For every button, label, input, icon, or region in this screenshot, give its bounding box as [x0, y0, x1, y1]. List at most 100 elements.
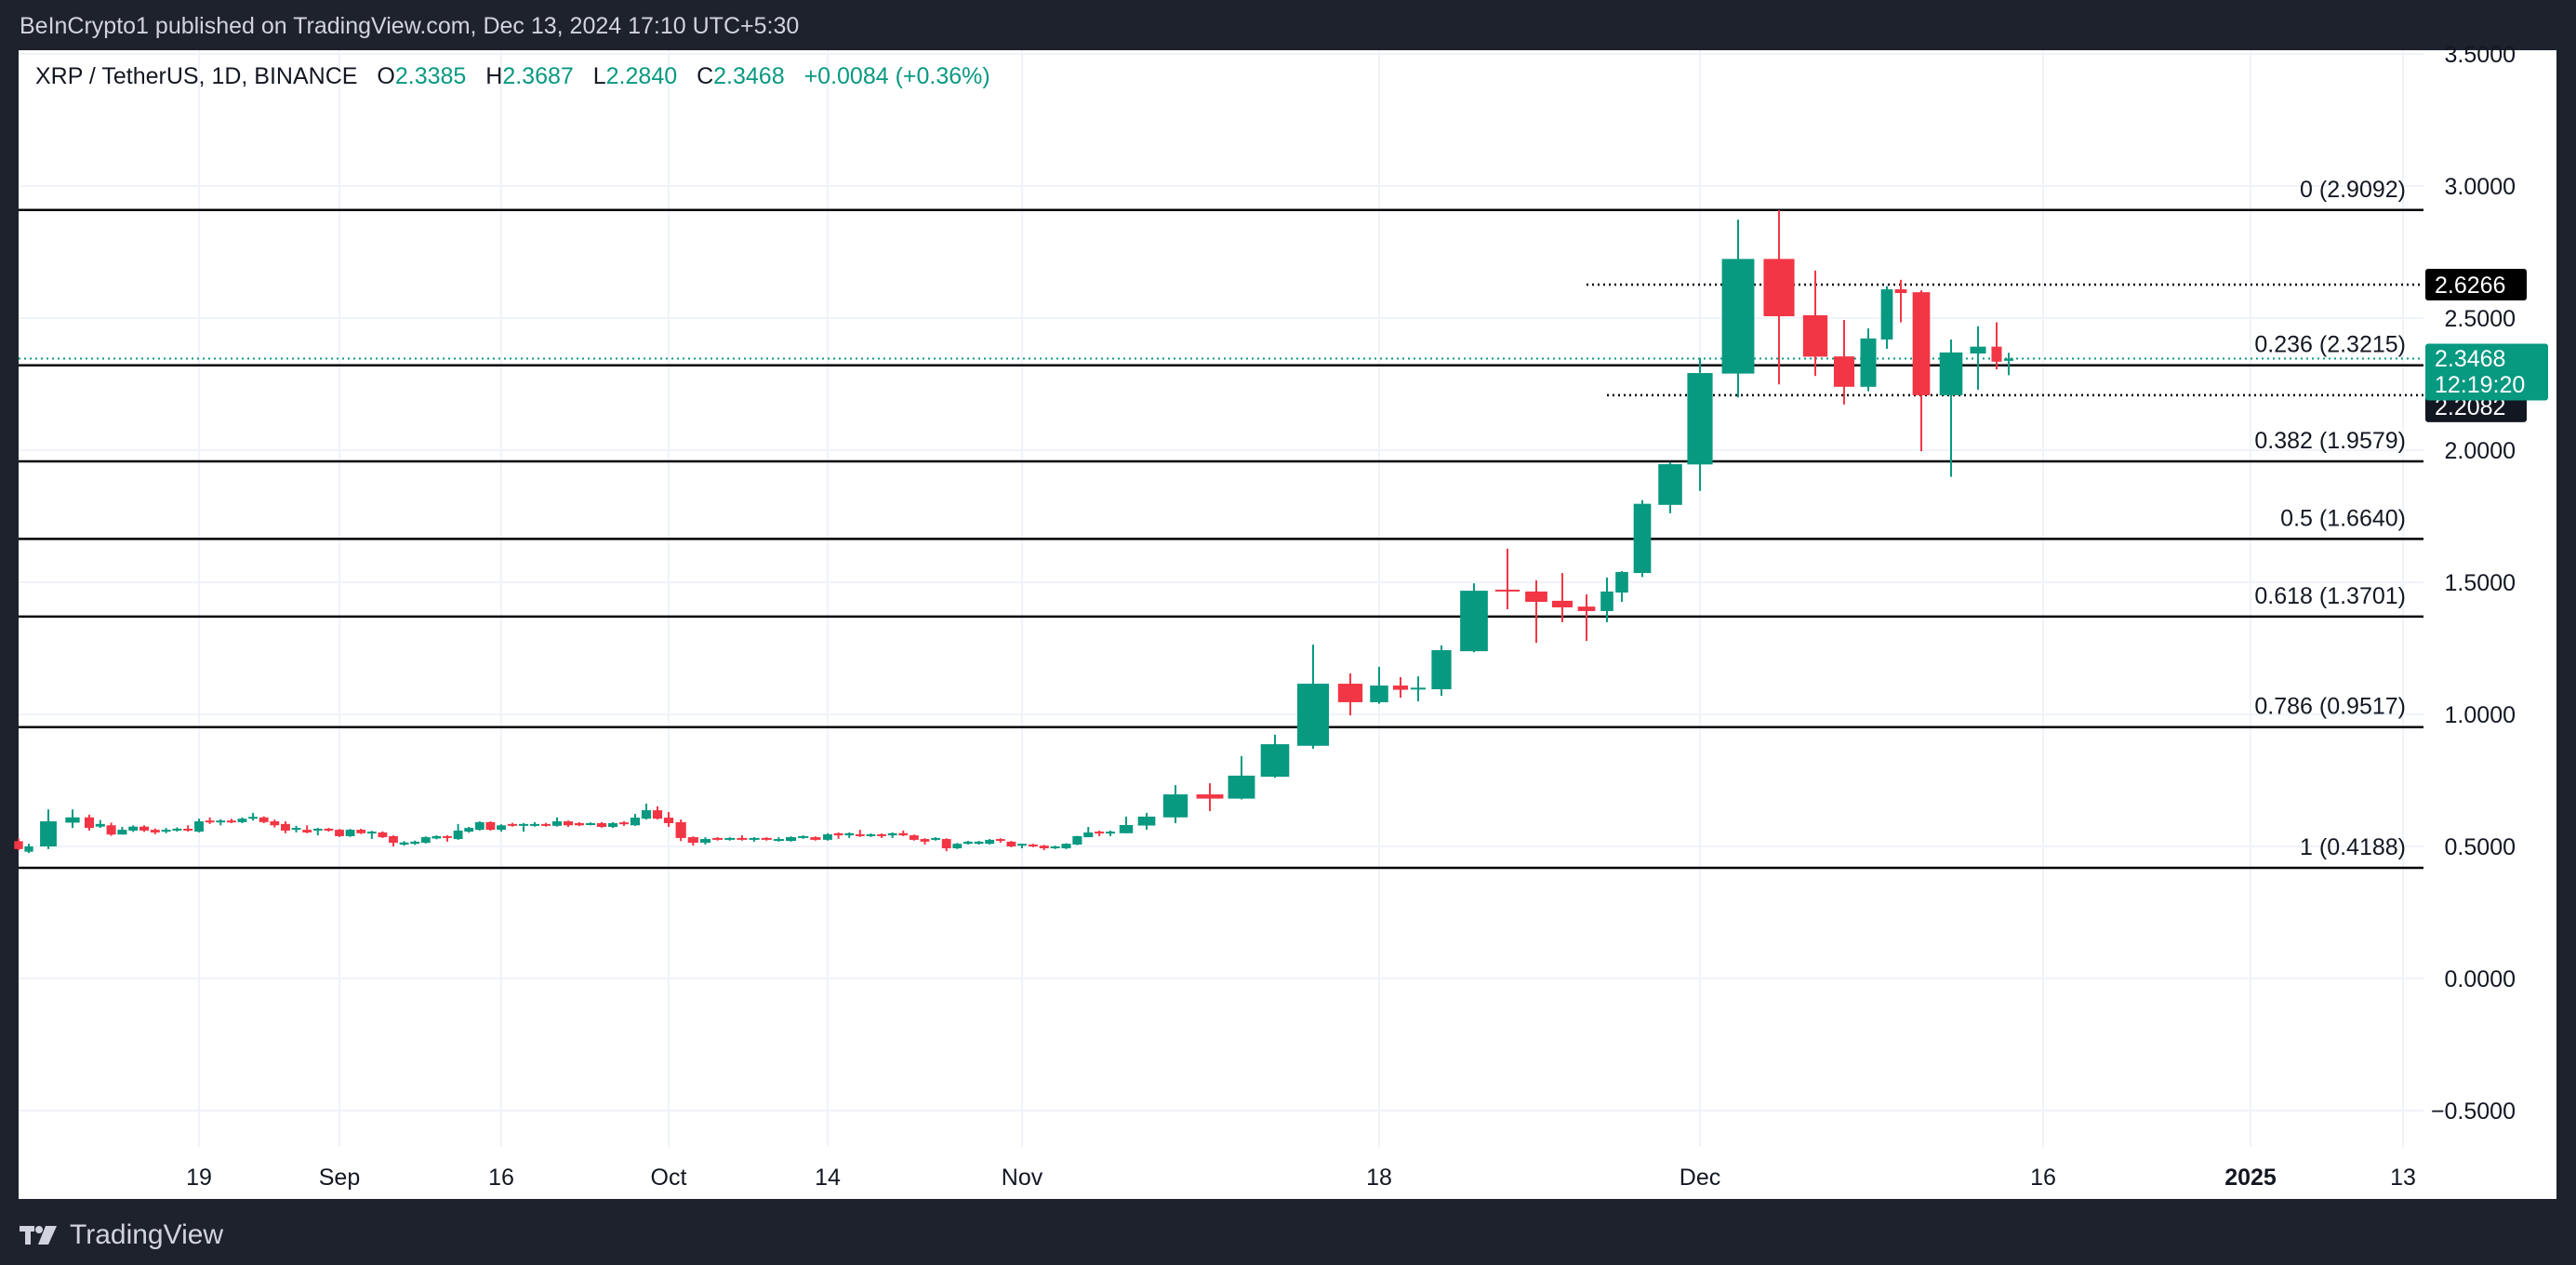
candle-body — [1119, 824, 1134, 833]
candle-body — [432, 835, 442, 839]
candle — [1431, 645, 1452, 697]
candle — [1337, 672, 1363, 716]
tradingview-logo[interactable]: TradingView — [20, 1219, 223, 1251]
candle — [810, 836, 821, 841]
price-tick-label: 2.5000 — [2445, 306, 2516, 332]
candle — [117, 826, 127, 835]
candle-body — [1460, 591, 1488, 652]
candle-body — [887, 832, 897, 836]
price-tick-label: 3.5000 — [2445, 42, 2516, 68]
candle-body — [963, 841, 973, 845]
candle — [1119, 816, 1134, 833]
candle-body — [139, 826, 150, 831]
fib-level-label: 0.786 (0.9517) — [2254, 694, 2406, 720]
candle-body — [95, 823, 105, 827]
candle — [1297, 645, 1329, 749]
candle-body — [237, 819, 247, 822]
candle — [920, 838, 930, 846]
candle — [1105, 830, 1116, 836]
candle-body — [1370, 686, 1388, 702]
price-tick-label: −0.5000 — [2431, 1099, 2516, 1125]
candle-body — [1970, 346, 1986, 354]
open-label: O — [377, 63, 395, 89]
candle-body — [1525, 591, 1547, 603]
candle — [194, 819, 204, 832]
symbol-name[interactable]: XRP / TetherUS, 1D, BINANCE — [35, 63, 358, 89]
time-tick-label: Oct — [651, 1165, 687, 1191]
candle — [652, 806, 663, 820]
candle-body — [607, 823, 618, 827]
time-tick-label: Sep — [319, 1165, 360, 1191]
candle — [1196, 783, 1224, 811]
time-axis[interactable]: 19 Sep 16 Oct 14 Nov 18 Dec 16 2025 13 — [186, 1165, 2416, 1191]
candle — [574, 821, 585, 827]
candle-body — [410, 841, 420, 845]
fib-level-label: 0.382 (1.9579) — [2254, 428, 2406, 454]
candle-body — [24, 846, 33, 852]
candle — [1912, 290, 1931, 452]
candle-body — [941, 839, 951, 848]
price-tick-label: 1.0000 — [2445, 702, 2516, 728]
candle — [1970, 326, 1986, 390]
time-tick-label: 16 — [2030, 1165, 2056, 1191]
candle — [529, 821, 540, 827]
candle-body — [291, 828, 301, 831]
candle-body — [2003, 358, 2014, 361]
candle-body — [1431, 649, 1452, 690]
candle-body — [1137, 816, 1156, 826]
candle — [877, 833, 886, 838]
candle — [1721, 220, 1755, 398]
candle — [1687, 357, 1713, 491]
candle-body — [810, 837, 821, 840]
candle — [518, 823, 529, 832]
bar-countdown-text: 12:19:20 — [2435, 372, 2525, 398]
candle — [237, 817, 247, 824]
candle-body — [270, 821, 280, 826]
candle — [324, 828, 334, 832]
candle-body — [497, 825, 506, 831]
candle-body — [194, 821, 204, 832]
tradingview-logo-icon — [20, 1226, 57, 1245]
candle-body — [952, 844, 963, 848]
candle — [585, 822, 596, 826]
candle — [866, 833, 876, 837]
candle-body — [974, 841, 984, 845]
candle-body — [724, 837, 736, 840]
candle-body — [1039, 846, 1049, 848]
candle — [216, 819, 226, 826]
candle — [551, 817, 563, 827]
candle — [974, 841, 984, 846]
candle — [749, 837, 760, 842]
candle-body — [14, 841, 23, 849]
candle — [1061, 843, 1071, 849]
candle-body — [335, 830, 344, 836]
candle-body — [1196, 794, 1224, 799]
candle — [1939, 340, 1963, 477]
candle-body — [345, 830, 355, 836]
candle-body — [1658, 464, 1682, 505]
candle-body — [785, 837, 797, 842]
candle-body — [855, 833, 865, 836]
candle — [432, 835, 442, 840]
candle — [712, 837, 724, 841]
fib-retracement[interactable]: 0 (2.9092) 0.236 (2.3215) 0.382 (1.9579) 0.… — [19, 177, 2423, 870]
candle — [607, 821, 618, 829]
candle — [95, 819, 105, 829]
candle — [150, 828, 160, 834]
candle-body — [1991, 346, 2002, 362]
candle — [40, 809, 57, 849]
candle-body — [1860, 338, 1877, 387]
candle-body — [366, 832, 377, 834]
candle-body — [630, 818, 641, 826]
candle-series — [14, 209, 2014, 854]
candle — [1083, 826, 1094, 838]
chart-pane[interactable] — [19, 50, 2556, 1199]
candle-body — [1939, 352, 1963, 395]
candle-body — [183, 828, 193, 831]
candle-body — [378, 832, 388, 838]
price-axis[interactable]: 3.5000 3.0000 2.5000 2.0000 1.5000 1.0000 0.50… — [2431, 42, 2516, 1125]
candle — [1410, 676, 1427, 702]
candle — [1137, 812, 1156, 831]
candle — [844, 832, 855, 838]
